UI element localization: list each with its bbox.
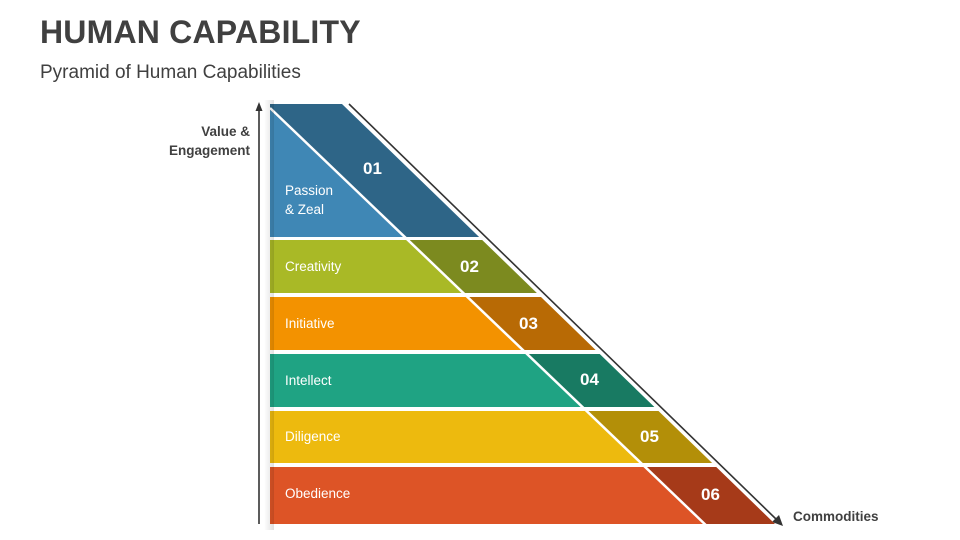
y-axis-arrow-icon — [255, 102, 263, 524]
level-2-label: Creativity — [285, 259, 342, 274]
level-3-band — [270, 297, 596, 350]
level-4-band — [270, 354, 655, 407]
y-axis-label-line1: Value & — [201, 124, 250, 139]
y-axis-label-line2: Engagement — [168, 143, 250, 158]
level-5-label: Diligence — [285, 429, 341, 444]
level-4-number: 04 — [580, 370, 599, 389]
level-6-label: Obedience — [285, 486, 351, 501]
level-2-band — [270, 240, 537, 293]
level-1-label: Passion & Zeal — [285, 181, 333, 219]
level-6-number: 06 — [701, 485, 720, 504]
page-subtitle: Pyramid of Human Capabilities — [40, 62, 301, 83]
y-axis-label: Value & Engagement — [169, 122, 250, 160]
level-4-label: Intellect — [285, 373, 332, 388]
left-edge-shadow — [264, 100, 274, 530]
x-axis-label: Commodities — [793, 509, 879, 524]
level-5-number: 05 — [640, 427, 659, 446]
level-6-band — [270, 467, 776, 524]
level-2-number: 02 — [460, 257, 479, 276]
level-1-label-line1: Passion — [285, 183, 334, 198]
page-title: HUMAN CAPABILITY — [40, 14, 361, 50]
level-1-number: 01 — [363, 159, 382, 178]
level-1-label-line2: & Zeal — [285, 202, 325, 217]
level-3-number: 03 — [519, 314, 538, 333]
level-3-label: Initiative — [285, 316, 335, 331]
diagonal-axis-arrow-icon — [348, 103, 783, 526]
divider-line — [269, 107, 708, 527]
